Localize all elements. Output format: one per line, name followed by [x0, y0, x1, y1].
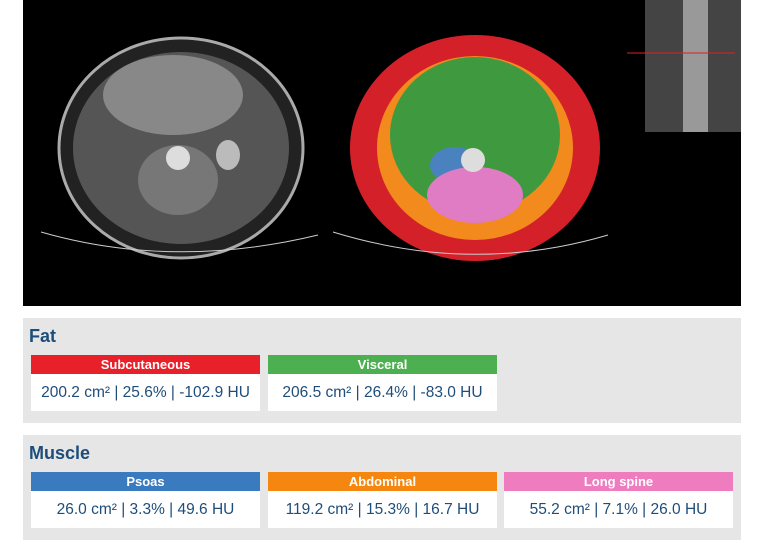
metric-card: Long spine 55.2 cm² | 7.1% | 26.0 HU [504, 472, 733, 528]
metric-stats: 119.2 cm² | 15.3% | 16.7 HU [285, 501, 480, 518]
metric-label: Visceral [268, 355, 497, 374]
metric-card: Abdominal 119.2 cm² | 15.3% | 16.7 HU [268, 472, 497, 528]
metric-stats: 206.5 cm² | 26.4% | -83.0 HU [282, 384, 483, 401]
metric-stats: 26.0 cm² | 3.3% | 49.6 HU [56, 501, 235, 518]
metric-label: Psoas [31, 472, 260, 491]
metric-label: Subcutaneous [31, 355, 260, 374]
metric-card: Psoas 26.0 cm² | 3.3% | 49.6 HU [31, 472, 260, 528]
metric-card: Visceral 206.5 cm² | 26.4% | -83.0 HU [268, 355, 497, 411]
metric-label: Abdominal [268, 472, 497, 491]
section-title: Muscle [29, 443, 91, 463]
metric-card: Subcutaneous 200.2 cm² | 25.6% | -102.9 H… [31, 355, 260, 411]
metric-stats: 55.2 cm² | 7.1% | 26.0 HU [529, 501, 708, 518]
section-title: Fat [29, 326, 56, 346]
ct-sagittal [627, 0, 741, 132]
metric-label: Long spine [504, 472, 733, 491]
section-panel: Fat Subcutaneous 200.2 cm² | 25.6% | -102.… [23, 318, 741, 423]
ct-segmented [332, 35, 609, 261]
section-panel: Muscle Psoas 26.0 cm² | 3.3% | 49.6 HU Abdo… [23, 435, 741, 540]
metric-stats: 200.2 cm² | 25.6% | -102.9 HU [41, 384, 250, 401]
ct-viewer [23, 0, 741, 306]
ct-axial [40, 36, 319, 260]
